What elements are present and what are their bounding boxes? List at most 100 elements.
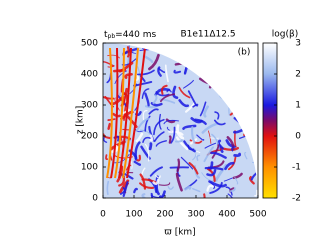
field-texture: [163, 119, 180, 125]
field-texture: [247, 58, 250, 68]
field-texture: [122, 47, 139, 179]
colorbar-label: log(β): [272, 30, 299, 40]
time-symbol: t: [104, 30, 108, 40]
field-texture: [118, 47, 132, 179]
field-texture: [158, 113, 162, 130]
field-texture: [165, 118, 176, 124]
field-texture: [148, 53, 160, 71]
colorbar-tick-label: -1: [292, 163, 301, 173]
field-texture: [124, 173, 134, 180]
field-texture: [233, 152, 242, 158]
y-tick-label: 0: [92, 194, 98, 204]
field-texture: [217, 142, 224, 150]
field-texture: [211, 144, 220, 159]
field-texture: [136, 69, 155, 76]
field-texture: [148, 142, 153, 151]
field-texture: [175, 136, 189, 151]
field-texture: [168, 130, 184, 136]
field-texture: [231, 60, 240, 78]
field-texture: [244, 86, 251, 103]
field-texture: [164, 64, 169, 83]
field-texture: [116, 165, 124, 183]
field-texture: [198, 193, 206, 198]
field-texture: [174, 139, 184, 143]
field-texture: [228, 80, 244, 85]
plot-frame: [102, 42, 259, 199]
y-tick-label: 200: [81, 132, 98, 142]
field-texture: [180, 156, 194, 170]
field-texture: [206, 184, 214, 192]
field-texture: [192, 188, 201, 193]
field-texture: [125, 171, 134, 174]
field-texture: [234, 176, 239, 185]
field-texture: [114, 47, 125, 179]
field-texture: [190, 126, 196, 144]
field-texture: [219, 82, 230, 88]
field-texture: [155, 175, 160, 196]
field-texture: [192, 103, 199, 108]
field-texture: [203, 75, 209, 82]
field-texture: [213, 119, 226, 126]
field-texture: [136, 154, 141, 162]
field-texture: [195, 47, 212, 58]
field-texture: [224, 43, 236, 54]
colorbar-tick-label: -2: [292, 194, 301, 204]
colorbar-tick-label: 1: [295, 101, 301, 111]
field-texture: [155, 140, 167, 147]
field-texture: [199, 62, 218, 68]
y-tick-label: 300: [81, 101, 98, 111]
field-texture: [139, 173, 147, 190]
field-texture: [157, 66, 162, 77]
field-texture: [225, 186, 233, 196]
field-texture: [230, 84, 234, 92]
panel-label: (b): [238, 48, 251, 58]
field-texture: [209, 181, 216, 189]
field: [103, 43, 258, 198]
colorbar-tick-label: 0: [295, 132, 301, 142]
field-texture: [153, 131, 165, 143]
field-texture: [160, 84, 168, 95]
field-texture: [114, 153, 130, 164]
field-texture: [159, 43, 168, 50]
field-texture: [184, 185, 192, 191]
field-texture: [150, 102, 163, 107]
field-texture: [105, 154, 109, 161]
field-texture: [231, 59, 235, 75]
field-texture: [214, 164, 228, 182]
field-texture: [182, 79, 194, 89]
field-texture: [175, 172, 183, 192]
field-texture: [219, 74, 234, 84]
field-texture: [188, 162, 199, 175]
field-texture: [159, 190, 166, 198]
field-texture: [205, 67, 223, 73]
field-texture: [103, 61, 115, 67]
field-texture: [214, 83, 220, 90]
field-texture: [158, 182, 171, 186]
field-texture: [204, 142, 217, 149]
field-texture: [196, 134, 205, 141]
field-texture: [190, 117, 203, 124]
y-tick-label: 100: [81, 163, 98, 173]
field-texture: [103, 136, 108, 143]
field-texture: [199, 101, 207, 117]
field-texture: [142, 136, 152, 143]
colorbar: [262, 42, 278, 199]
field-texture: [254, 189, 258, 197]
field-texture: [141, 88, 150, 99]
field-texture: [144, 115, 151, 132]
field-texture: [126, 46, 130, 58]
field-texture: [244, 151, 248, 160]
field-texture: [224, 76, 236, 90]
field-texture: [133, 160, 142, 166]
field-texture: [211, 43, 218, 54]
colorbar-tick-label: 2: [295, 70, 301, 80]
field-texture: [244, 71, 258, 78]
field-texture: [152, 94, 158, 105]
field-texture: [110, 47, 119, 179]
field-texture: [229, 187, 236, 192]
time-subscript: pb: [108, 33, 116, 40]
field-texture: [249, 175, 255, 185]
field-texture: [232, 65, 238, 75]
field-texture: [206, 169, 217, 177]
